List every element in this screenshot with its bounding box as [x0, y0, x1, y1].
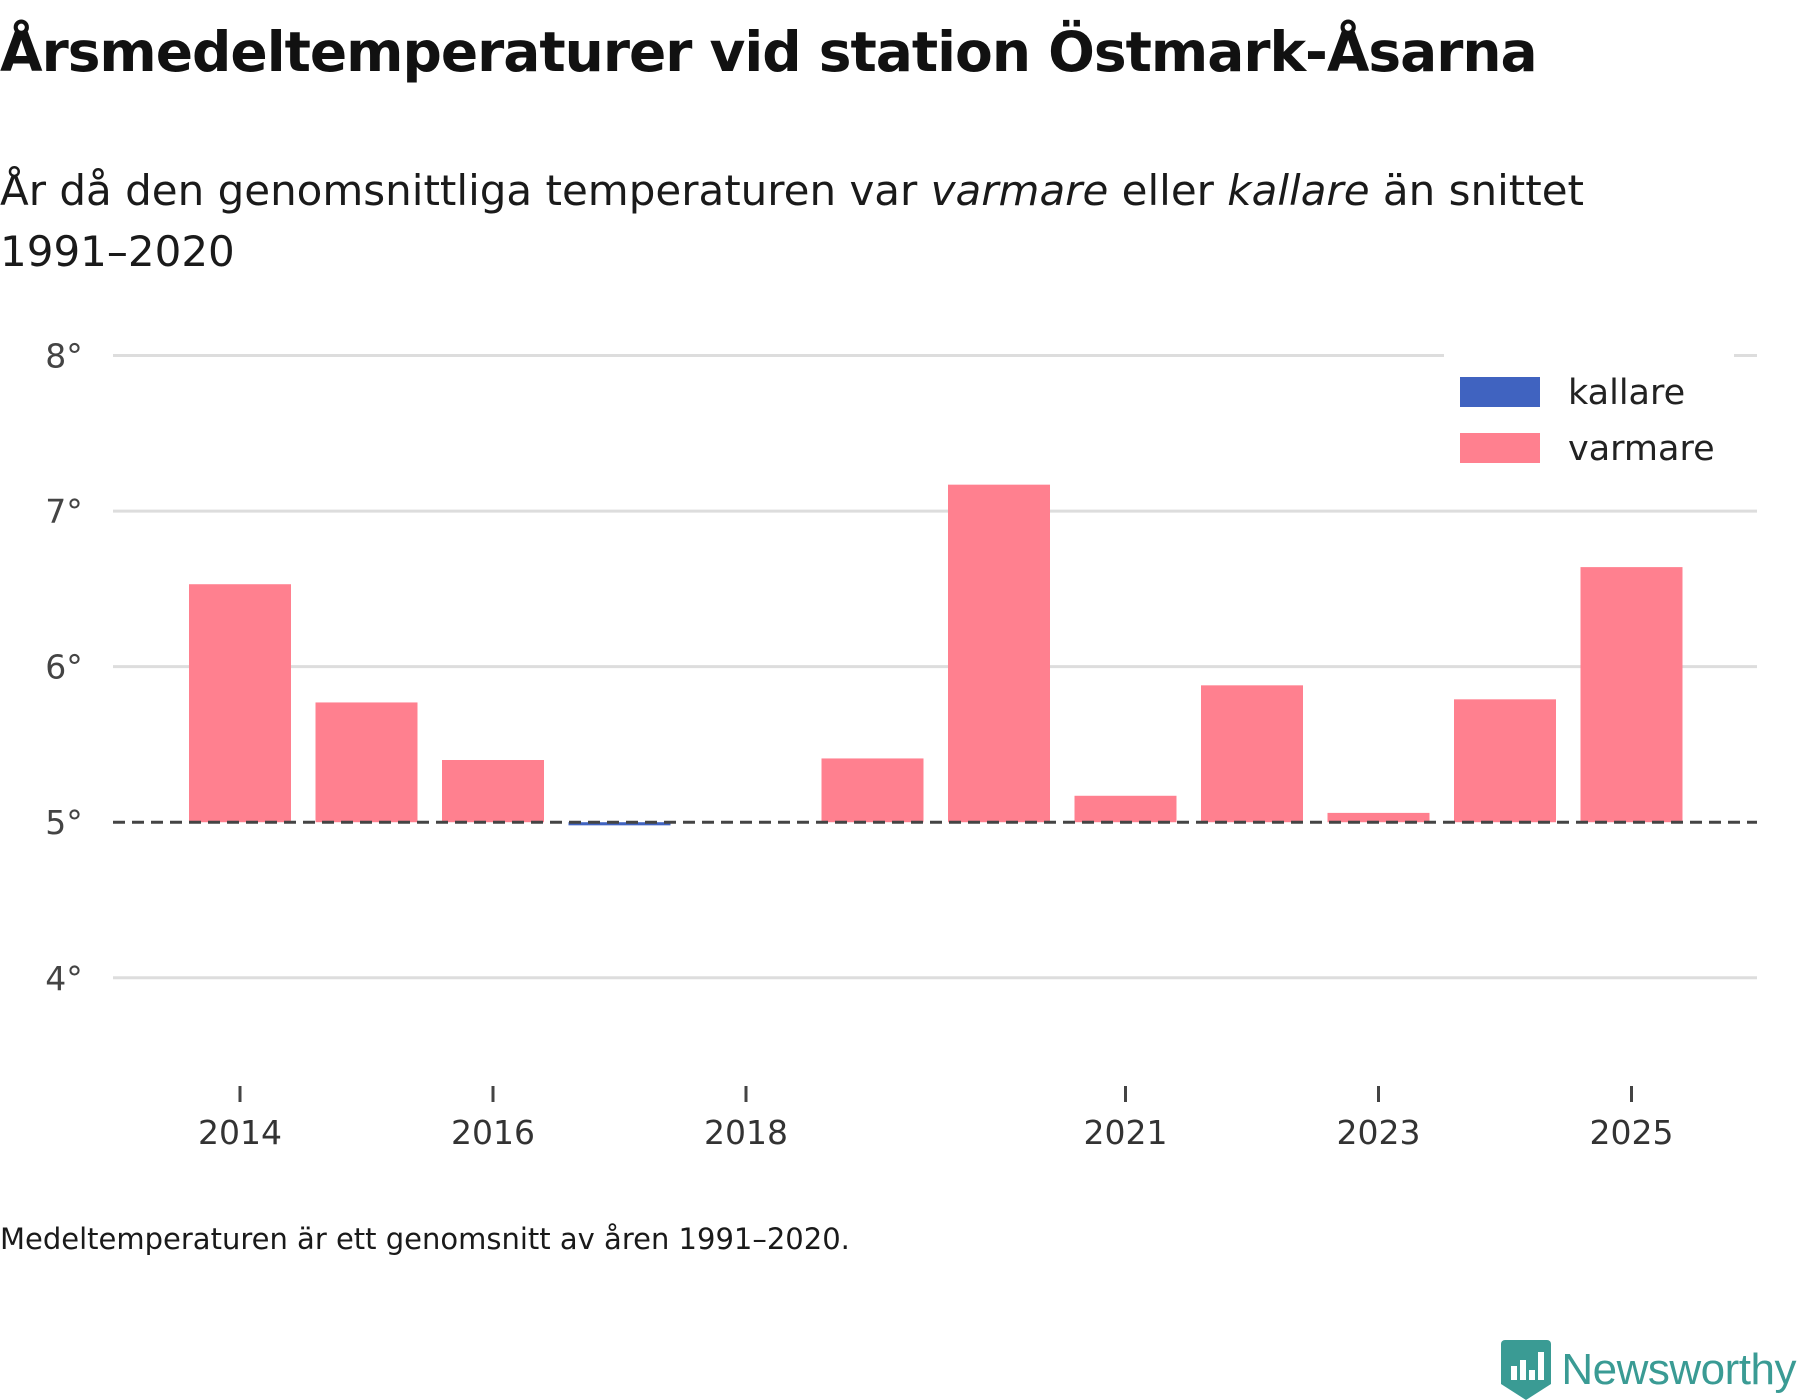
subtitle-cold-word: kallare: [1227, 166, 1370, 215]
y-tick-label-5: 5°: [45, 803, 83, 842]
subtitle-part2: eller: [1108, 166, 1228, 215]
y-tick-label-7: 7°: [45, 492, 83, 531]
bar-2014: [189, 584, 291, 823]
bar-2022: [1201, 685, 1303, 823]
legend-label-cold: kallare: [1568, 373, 1685, 413]
bar-2023: [1327, 812, 1430, 823]
bar-2020: [948, 484, 1050, 823]
y-tick-label-8: 8°: [45, 340, 83, 376]
x-tick-label-2018: 2018: [704, 1113, 788, 1152]
bar-2025: [1580, 567, 1683, 823]
newsworthy-logo-icon: [1501, 1340, 1552, 1400]
bar-chart: 4° 5° 6° 7° 8° 2014 2016 2018 2021 2023 2025 kallar…: [45, 340, 1757, 1152]
y-tick-label-6: 6°: [45, 648, 83, 687]
legend-swatch-cold: [1460, 377, 1540, 407]
chart-title: Årsmedeltemperaturer vid station Östmark…: [0, 20, 1538, 84]
brand-logo: Newsworthy: [1501, 1340, 1796, 1400]
brand-name: Newsworthy: [1561, 1345, 1796, 1394]
bar-2024: [1454, 699, 1556, 823]
bar-2019: [821, 758, 924, 823]
x-tick-label-2021: 2021: [1084, 1113, 1168, 1152]
x-tick-label-2025: 2025: [1590, 1113, 1674, 1152]
bar-2015: [315, 702, 418, 823]
chart-subtitle: År då den genomsnittliga temperaturen va…: [0, 160, 1680, 282]
bar-2016: [442, 760, 544, 823]
legend-label-warm: varmare: [1568, 429, 1715, 469]
x-tick-label-2014: 2014: [198, 1113, 282, 1152]
legend-swatch-warm: [1460, 433, 1540, 463]
bar-2017: [568, 822, 671, 826]
y-tick-label-4: 4°: [45, 959, 83, 998]
subtitle-part3: än snittet 1991–2020: [0, 166, 1585, 276]
x-tick-label-2016: 2016: [451, 1113, 535, 1152]
x-tick-label-2023: 2023: [1337, 1113, 1421, 1152]
footnote: Medeltemperaturen är ett genomsnitt av å…: [0, 1222, 850, 1256]
subtitle-warm-word: varmare: [930, 166, 1109, 215]
bar-2021: [1074, 795, 1177, 823]
subtitle-part1: År då den genomsnittliga temperaturen va…: [0, 166, 931, 215]
